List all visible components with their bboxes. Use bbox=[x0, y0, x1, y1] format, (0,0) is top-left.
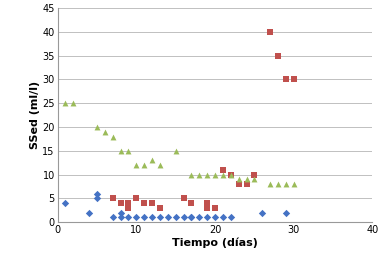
Point bbox=[94, 125, 100, 129]
Point bbox=[94, 196, 100, 201]
Point bbox=[243, 177, 250, 182]
Point bbox=[149, 201, 155, 205]
Point bbox=[70, 101, 76, 105]
Point bbox=[291, 77, 297, 82]
Point bbox=[110, 196, 116, 201]
Point bbox=[212, 172, 218, 177]
Point bbox=[62, 201, 68, 205]
Point bbox=[291, 182, 297, 186]
Point bbox=[133, 163, 139, 167]
Point bbox=[204, 215, 210, 220]
Point bbox=[259, 211, 265, 215]
Point bbox=[212, 215, 218, 220]
Point bbox=[251, 172, 257, 177]
Point bbox=[110, 215, 116, 220]
Point bbox=[149, 215, 155, 220]
Y-axis label: SSed (ml/l): SSed (ml/l) bbox=[30, 81, 40, 149]
Point bbox=[188, 172, 194, 177]
Point bbox=[251, 177, 257, 182]
Point bbox=[125, 206, 131, 210]
Point bbox=[228, 215, 234, 220]
Point bbox=[102, 130, 108, 134]
Point bbox=[180, 215, 187, 220]
Point bbox=[212, 206, 218, 210]
Point bbox=[141, 163, 147, 167]
Point bbox=[125, 215, 131, 220]
Point bbox=[157, 206, 163, 210]
Point bbox=[283, 211, 289, 215]
Point bbox=[86, 211, 92, 215]
Point bbox=[188, 215, 194, 220]
Point bbox=[220, 168, 226, 172]
Point bbox=[204, 206, 210, 210]
Point bbox=[125, 149, 131, 153]
Point bbox=[173, 149, 179, 153]
Point bbox=[267, 30, 273, 34]
Point bbox=[275, 182, 281, 186]
Point bbox=[110, 134, 116, 139]
Point bbox=[228, 172, 234, 177]
Point bbox=[235, 182, 242, 186]
Point bbox=[283, 182, 289, 186]
Point bbox=[180, 196, 187, 201]
Point bbox=[125, 201, 131, 205]
Point bbox=[149, 158, 155, 163]
Point bbox=[204, 201, 210, 205]
Point bbox=[220, 172, 226, 177]
Point bbox=[94, 192, 100, 196]
Point bbox=[118, 211, 124, 215]
Point bbox=[62, 101, 68, 105]
Point bbox=[204, 172, 210, 177]
Point bbox=[243, 182, 250, 186]
Point bbox=[235, 177, 242, 182]
Point bbox=[157, 163, 163, 167]
Point bbox=[133, 215, 139, 220]
Point bbox=[141, 215, 147, 220]
Point bbox=[165, 215, 171, 220]
Point bbox=[188, 201, 194, 205]
X-axis label: Tiempo (días): Tiempo (días) bbox=[172, 238, 258, 248]
Point bbox=[275, 54, 281, 58]
Point bbox=[188, 215, 194, 220]
Point bbox=[133, 196, 139, 201]
Point bbox=[196, 172, 202, 177]
Point bbox=[118, 149, 124, 153]
Point bbox=[157, 215, 163, 220]
Point bbox=[267, 182, 273, 186]
Point bbox=[283, 77, 289, 82]
Point bbox=[228, 172, 234, 177]
Point bbox=[220, 215, 226, 220]
Point bbox=[196, 215, 202, 220]
Point bbox=[118, 201, 124, 205]
Point bbox=[173, 215, 179, 220]
Point bbox=[118, 215, 124, 220]
Point bbox=[141, 201, 147, 205]
